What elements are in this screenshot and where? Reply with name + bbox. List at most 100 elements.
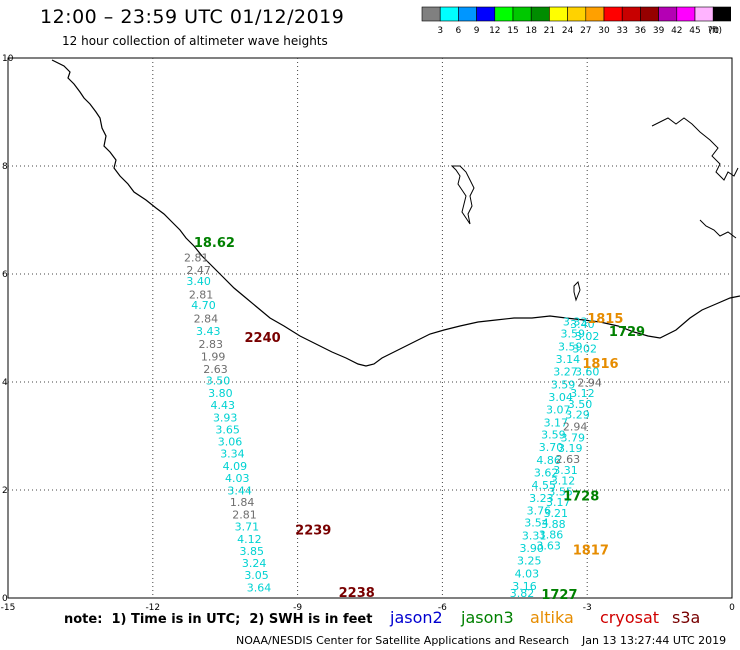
wave-height-value: 3.19 [558,442,583,455]
wave-height-value: 3.59 [541,429,566,442]
wave-height-value: 3.06 [218,436,243,449]
longitude-tick-label: -12 [145,603,160,612]
wave-height-value: 1.84 [230,496,255,509]
coastline [51,59,740,367]
wave-height-value: 4.70 [191,299,216,312]
colorbar-tick-label: 45 [689,26,700,36]
overpass-time-label: 18.62 [194,236,235,251]
overpass-time-label: 1727 [541,588,577,603]
colorbar-tick-label: 30 [598,26,610,36]
overpass-time-label: 2238 [339,586,375,601]
colorbar-tick-label: 12 [489,26,500,36]
wave-height-value: 3.43 [196,325,221,338]
altimeter-tracks: 2.812.473.402.814.702.843.432.831.992.63… [184,236,645,603]
map-subtitle: 12 hour collection of altimeter wave hei… [62,34,328,48]
wave-height-value: 3.40 [570,318,595,331]
wave-height-value: 3.12 [570,387,595,400]
wave-height-value: 3.59 [551,378,576,391]
wave-height-value: 2.83 [198,338,223,351]
wave-height-value: 3.93 [213,411,238,424]
satellite-label-altika: altika [530,608,574,627]
wave-height-value: 3.65 [215,423,240,436]
wave-height-value: 3.34 [220,448,245,461]
overpass-time-label: 2239 [295,523,331,538]
wave-height-value: 3.44 [227,484,252,497]
latitude-tick-label: 10 [2,54,14,64]
wave-height-value: 4.86 [536,454,561,467]
credit-line: NOAA/NESDIS Center for Satellite Applica… [236,634,570,647]
colorbar-unit: (ft) [708,26,722,36]
overpass-time-label: 1815 [587,312,623,327]
latitude-tick-label: 4 [2,378,8,388]
colorbar-tick-label: 39 [653,26,665,36]
colorbar-tick-label: 70 [707,26,719,36]
map-frame [7,57,733,599]
wave-height-value: 2.81 [184,252,209,265]
wave-height-value: 3.64 [247,582,272,595]
wave-height-value: 3.31 [553,464,578,477]
longitude-tick-label: 0 [729,603,735,612]
coastal-lagoon-east [699,219,737,239]
generation-timestamp: Jan 13 13:27:44 UTC 2019 [582,634,727,647]
longitude-tick-label: -6 [438,603,447,612]
wave-height-value: 3.59 [558,341,583,354]
wave-height-value: 3.31 [522,530,547,543]
map-grid [7,57,733,599]
overpass-time-label: 1728 [563,489,599,504]
wave-height-value: 3.80 [208,387,233,400]
wave-height-value: 3.21 [544,507,569,520]
wave-height-value: 4.09 [223,460,248,473]
wave-height-value: 3.90 [519,542,544,555]
wave-height-value: 3.07 [546,403,571,416]
latitude-tick-label: 8 [2,162,8,172]
colorbar-tick-label: 3 [437,26,443,36]
longitude-tick-label: -9 [293,603,302,612]
latitude-tick-label: 2 [2,486,8,496]
wave-height-value: 3.82 [510,587,535,600]
wave-height-value: 3.40 [186,275,211,288]
wave-height-value: 4.03 [515,567,540,580]
wave-height-value: 3.55 [548,485,573,498]
wave-height-value: 3.12 [551,475,576,488]
longitude-tick-label: -3 [583,603,592,612]
wave-height-value: 3.76 [527,504,552,517]
wave-height-value: 2.94 [563,421,588,434]
latitude-tick-label: 6 [2,270,8,280]
island-marker [573,281,581,302]
wave-height-value: 3.05 [244,569,269,582]
lake-volta-outline [450,165,475,225]
wave-height-value: 3.02 [575,330,600,343]
latitude-tick-label: 0 [2,594,8,604]
wave-height-value: 3.02 [573,342,598,355]
wave-height-value: 2.47 [186,264,211,277]
wave-height-value: 3.60 [575,366,600,379]
wave-height-value: 2.81 [189,288,214,301]
wave-height-value: 3.50 [206,375,231,388]
overpass-time-label: 1816 [582,357,618,372]
wave-height-value: 3.71 [235,521,260,534]
colorbar-tick-label: 36 [635,26,647,36]
wave-height-value: 2.81 [232,509,257,522]
colorbar-tick-label: 6 [456,26,462,36]
wave-height-value: 3.14 [556,353,581,366]
wave-height-value: 4.55 [532,479,557,492]
wave-height-value: 2.63 [203,363,228,376]
wave-height-value: 3.88 [541,518,566,531]
wave-height-value: 3.25 [517,555,542,568]
overpass-time-label: 2240 [245,331,281,346]
colorbar-legend: 3 6 9 12 15 18 21 24 27 30 33 36 39 42 45 70(ft) [421,6,731,36]
wave-height-value: 4.43 [211,399,236,412]
wave-height-value: 3.17 [544,416,569,429]
wave-height-value: 3.27 [553,366,578,379]
wave-height-map: 2.812.473.402.814.702.843.432.831.992.63… [1,54,740,612]
wave-height-value: 2.63 [556,453,581,466]
wave-height-value: 3.16 [512,580,537,593]
satellite-label-jason2: jason2 [390,608,443,627]
colorbar-swatch [712,6,731,22]
overpass-time-label: 1817 [573,543,609,558]
wave-height-value: 1.99 [201,350,226,363]
footer-note: note: 1) Time is in UTC; 2) SWH is in fe… [64,612,373,627]
west-africa-coastline [51,59,740,367]
wave-height-value: 3.24 [242,557,267,570]
wave-height-value: 3.62 [534,467,559,480]
